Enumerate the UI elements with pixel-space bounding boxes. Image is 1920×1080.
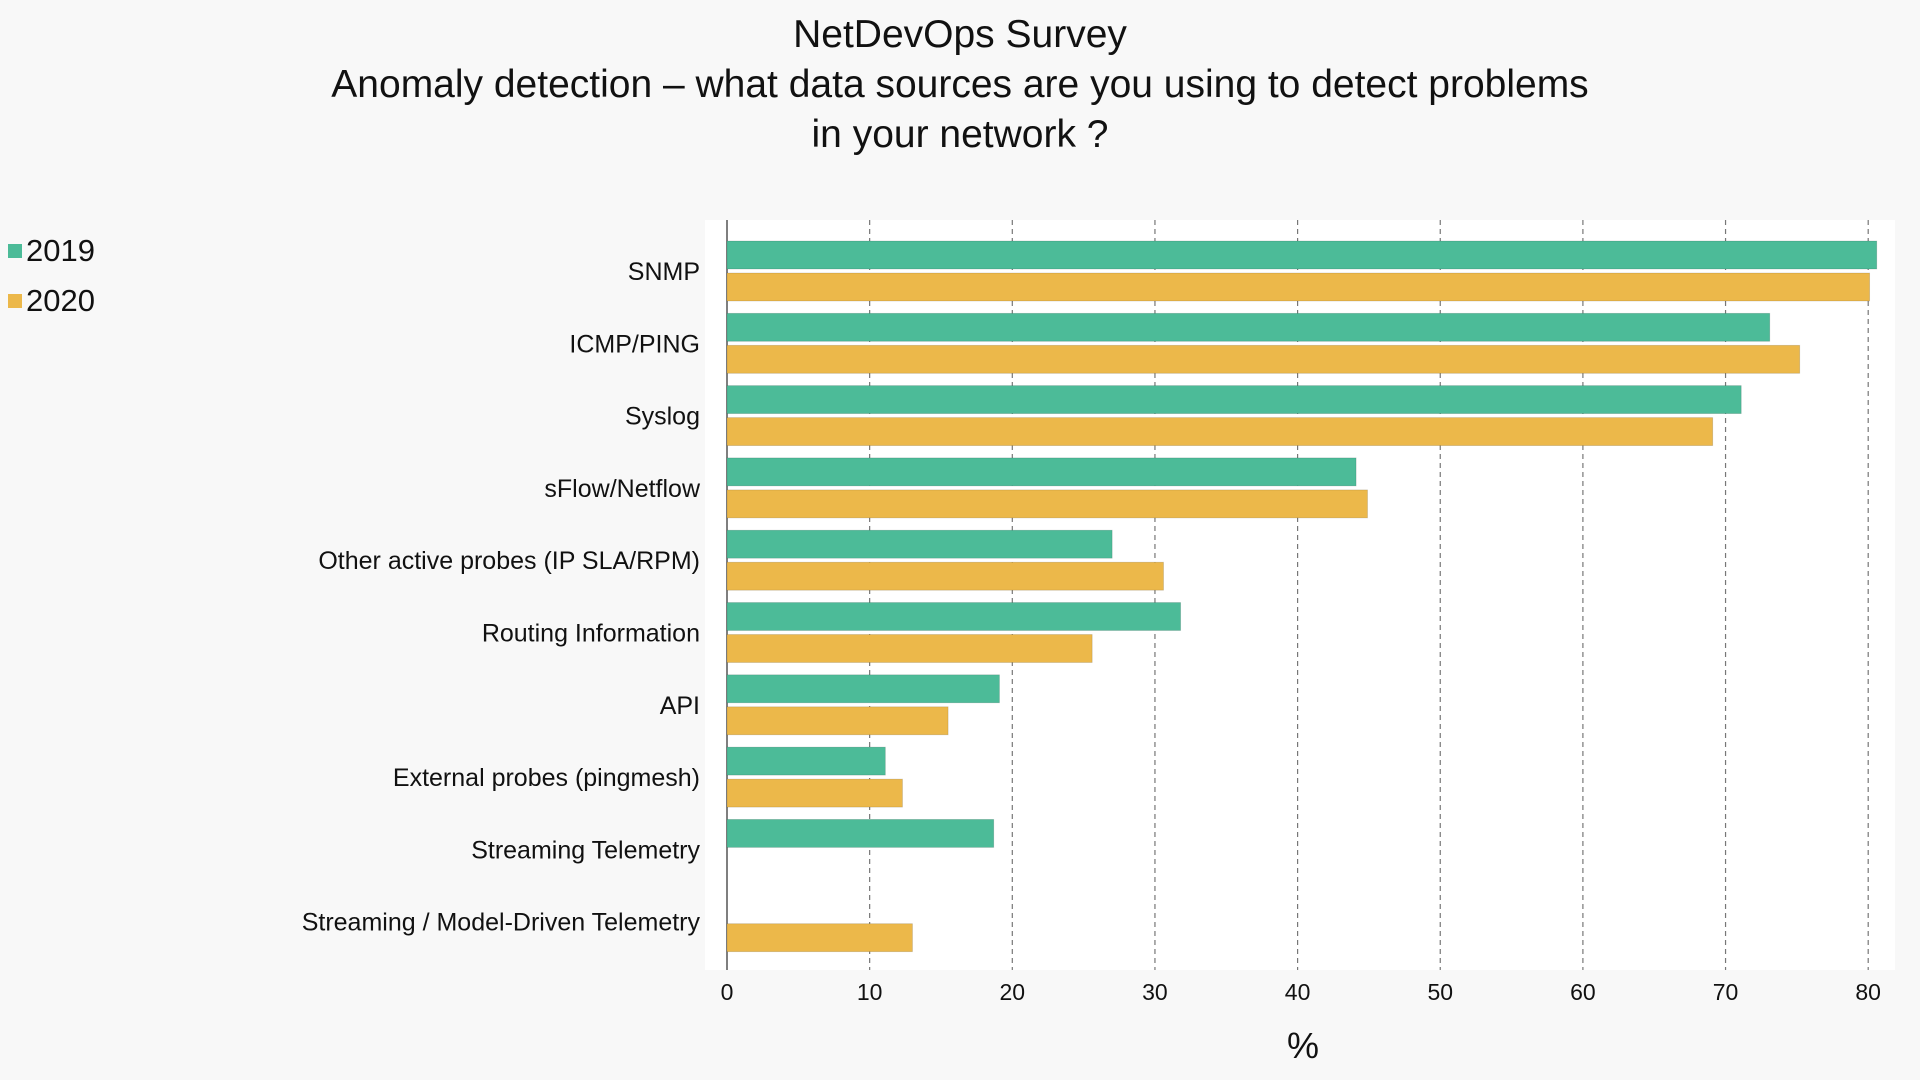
category-label-2: Syslog <box>625 403 700 431</box>
legend-label-2020: 2020 <box>26 283 95 318</box>
bar-2019-7 <box>726 746 886 776</box>
bar-2020-9 <box>726 923 913 953</box>
x-tick-label-20: 20 <box>1000 979 1026 1005</box>
bar-2020-1 <box>726 344 1801 374</box>
category-label-6: API <box>660 692 700 720</box>
x-tick-label-70: 70 <box>1713 979 1739 1005</box>
legend-swatch-2019 <box>8 244 22 258</box>
bar-2019-6 <box>726 674 1000 704</box>
x-tick-label-60: 60 <box>1570 979 1596 1005</box>
category-label-7: External probes (pingmesh) <box>393 764 700 792</box>
x-tick-label-30: 30 <box>1142 979 1168 1005</box>
bar-2019-2 <box>726 385 1742 415</box>
x-tick-label-50: 50 <box>1427 979 1453 1005</box>
x-tick-label-80: 80 <box>1855 979 1881 1005</box>
x-tick-label-0: 0 <box>721 979 734 1005</box>
category-label-3: sFlow/Netflow <box>544 475 701 503</box>
legend-item-2020: 2020 <box>8 276 95 326</box>
category-label-1: ICMP/PING <box>569 330 700 358</box>
legend: 2019 2020 <box>8 226 95 326</box>
bar-2020-0 <box>726 272 1871 302</box>
bar-2019-8 <box>726 819 995 848</box>
category-label-5: Routing Information <box>482 620 700 648</box>
bar-2020-6 <box>726 706 949 736</box>
bar-2019-3 <box>726 457 1357 487</box>
legend-item-2019: 2019 <box>8 226 95 276</box>
legend-swatch-2020 <box>8 294 22 308</box>
title-line-3: in your network ? <box>811 113 1109 156</box>
x-axis-label: % <box>1287 1025 1319 1066</box>
bar-2019-5 <box>726 602 1182 631</box>
bar-2020-4 <box>726 561 1164 591</box>
category-label-4: Other active probes (IP SLA/RPM) <box>318 547 700 575</box>
bar-2020-3 <box>726 489 1368 519</box>
x-tick-label-10: 10 <box>857 979 883 1005</box>
legend-label-2019: 2019 <box>26 233 95 268</box>
title-line-1: NetDevOps Survey <box>793 13 1127 56</box>
bar-2020-5 <box>726 634 1093 663</box>
category-label-8: Streaming Telemetry <box>471 836 700 864</box>
bar-2019-0 <box>726 240 1878 270</box>
bar-2020-7 <box>726 778 903 808</box>
chart-title: NetDevOps Survey Anomaly detection – wha… <box>0 10 1920 160</box>
category-label-9: Streaming / Model-Driven Telemetry <box>302 909 701 937</box>
bar-2019-1 <box>726 312 1771 342</box>
title-line-2: Anomaly detection – what data sources ar… <box>331 63 1589 106</box>
category-label-0: SNMP <box>628 258 700 286</box>
x-tick-label-40: 40 <box>1285 979 1311 1005</box>
bar-2019-4 <box>726 529 1113 559</box>
bar-2020-2 <box>726 417 1714 447</box>
